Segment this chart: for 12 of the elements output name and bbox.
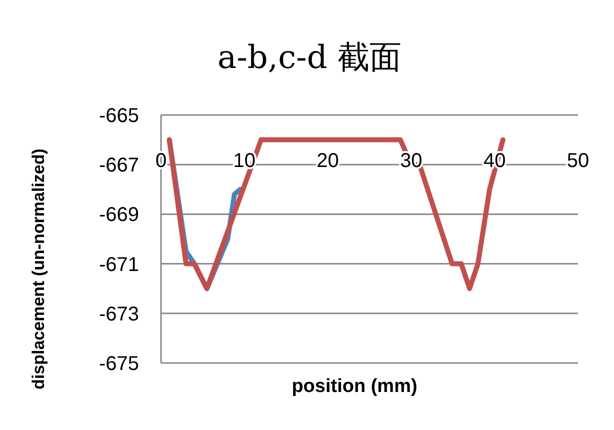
y-tick-label: -665	[98, 105, 139, 127]
x-axis-title: position (mm)	[292, 376, 418, 397]
y-tick-label: -673	[98, 303, 139, 326]
y-tick-label: -669	[98, 204, 139, 226]
y-axis-title: displacement (un-normalized)	[29, 148, 48, 390]
y-tick-label: -667	[98, 154, 139, 177]
y-tick-label: -671	[98, 254, 139, 276]
y-tick-label: -675	[98, 353, 139, 375]
x-tick-label: 20	[316, 150, 339, 172]
x-tick-label: 50	[566, 150, 590, 172]
x-tick-label: 0	[155, 150, 167, 172]
chart-title: a-b,c-d 截面	[218, 38, 402, 76]
